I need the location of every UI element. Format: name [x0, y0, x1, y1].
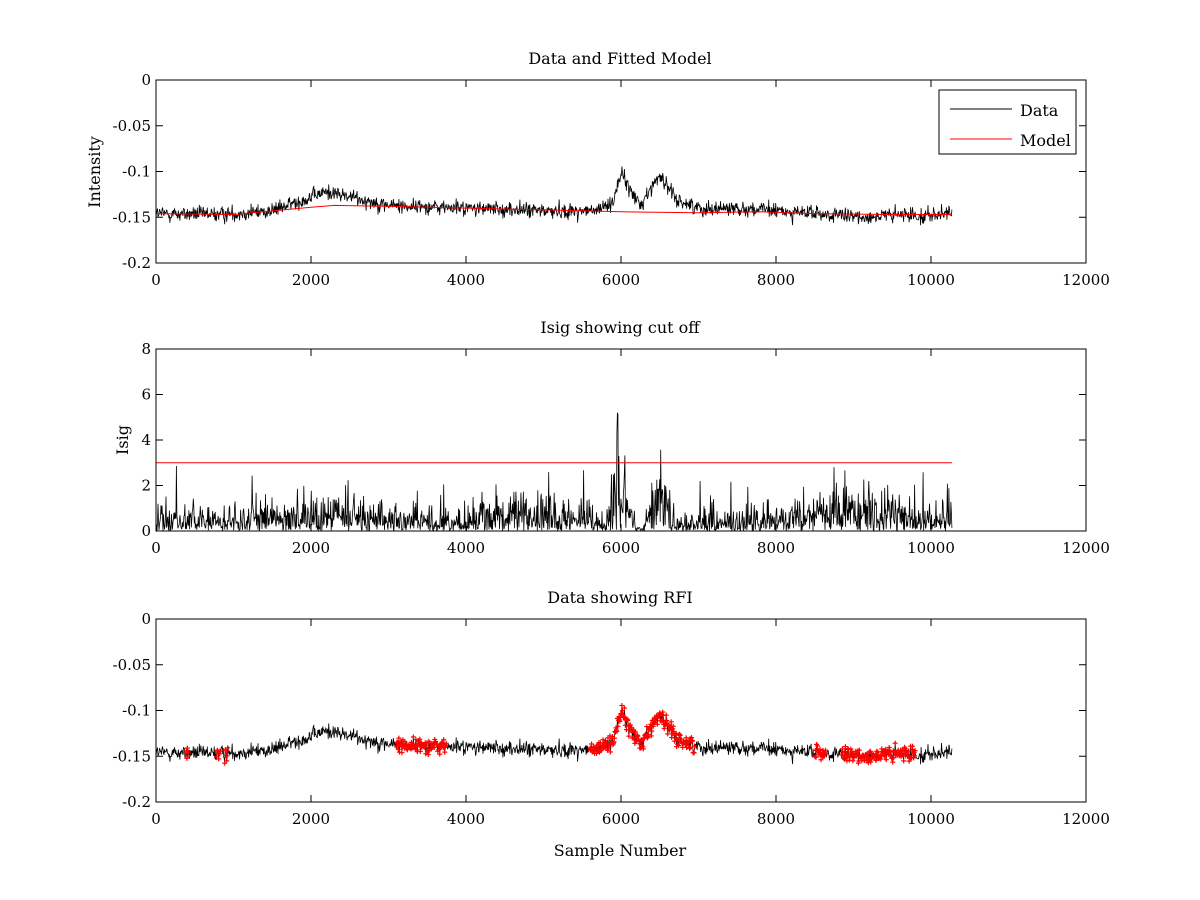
series-rfi-markers	[183, 703, 918, 766]
x-tick-label: 6000	[602, 271, 640, 289]
x-tick-label: 12000	[1062, 810, 1110, 828]
axes-frame	[155, 618, 1087, 803]
x-tick-label: 8000	[757, 271, 795, 289]
series-model-line	[155, 204, 952, 216]
x-tick-label: 8000	[757, 810, 795, 828]
y-tick-label: -0.1	[122, 163, 151, 181]
y-tick-label: -0.15	[113, 747, 151, 765]
x-tick-label: 6000	[602, 810, 640, 828]
x-tick-label: 10000	[907, 271, 955, 289]
series-isig-line	[155, 412, 953, 533]
x-tick-label: 12000	[1062, 539, 1110, 557]
legend-box	[938, 89, 1077, 155]
x-tick-label: 10000	[907, 810, 955, 828]
x-tick-label: 0	[151, 539, 161, 557]
y-tick-label: -0.05	[113, 656, 151, 674]
y-tick-label: -0.2	[122, 793, 151, 811]
x-tick-label: 12000	[1062, 271, 1110, 289]
legend-label-model: Model	[1020, 131, 1071, 150]
x-tick-label: 2000	[292, 539, 330, 557]
y-tick-label: 0	[141, 610, 151, 628]
panel-title: Data showing RFI	[547, 588, 692, 607]
x-tick-label: 4000	[447, 271, 485, 289]
y-tick-label: -0.05	[113, 117, 151, 135]
y-tick-label: -0.2	[122, 254, 151, 272]
y-tick-label: 8	[141, 340, 151, 358]
axis-ticks: 0 2000 4000 6000 8000 10000 12000 0 2 4 6 8	[141, 340, 1109, 557]
y-axis-label: Intensity	[85, 136, 104, 208]
axis-ticks: 0 2000 4000 6000 8000 10000 12000 0 -0.05 -0.1 -0.…	[113, 610, 1110, 828]
y-tick-label: 4	[141, 431, 151, 449]
series-data-line	[155, 166, 953, 226]
axes-frame	[155, 79, 1087, 264]
y-tick-label: -0.15	[113, 208, 151, 226]
axes-frame	[155, 348, 1087, 532]
y-tick-label: 0	[141, 71, 151, 89]
y-tick-label: -0.1	[122, 702, 151, 720]
x-tick-label: 4000	[447, 810, 485, 828]
series-group	[155, 412, 953, 533]
series-group	[155, 703, 953, 766]
x-tick-label: 0	[151, 271, 161, 289]
x-tick-label: 2000	[292, 810, 330, 828]
y-axis-label: Isig	[113, 425, 132, 455]
y-tick-label: 6	[141, 386, 151, 404]
legend-label-data: Data	[1020, 101, 1059, 120]
x-tick-label: 0	[151, 810, 161, 828]
panel-title: Isig showing cut off	[540, 318, 701, 337]
x-tick-label: 10000	[907, 539, 955, 557]
y-tick-label: 2	[141, 477, 151, 495]
panel-isig-cut-off: Isig showing cut off Isig 0 2000 4000 6000 8…	[113, 318, 1110, 557]
x-tick-label: 4000	[447, 539, 485, 557]
panel-data-and-fitted-model: Data and Fitted Model Intensity 0 2000 400…	[85, 49, 1110, 289]
series-group	[155, 166, 953, 226]
x-tick-label: 2000	[292, 271, 330, 289]
x-axis-label: Sample Number	[554, 841, 687, 860]
y-tick-label: 0	[141, 522, 151, 540]
panel-title: Data and Fitted Model	[528, 49, 711, 68]
x-tick-label: 6000	[602, 539, 640, 557]
axis-ticks: 0 2000 4000 6000 8000 10000 12000 0 -0.05 -0.1 -0.…	[113, 71, 1110, 289]
x-tick-label: 8000	[757, 539, 795, 557]
panel-data-showing-rfi: Data showing RFI Sample Number 0 2000 4000…	[113, 588, 1110, 860]
legend: Data Model	[938, 89, 1077, 155]
